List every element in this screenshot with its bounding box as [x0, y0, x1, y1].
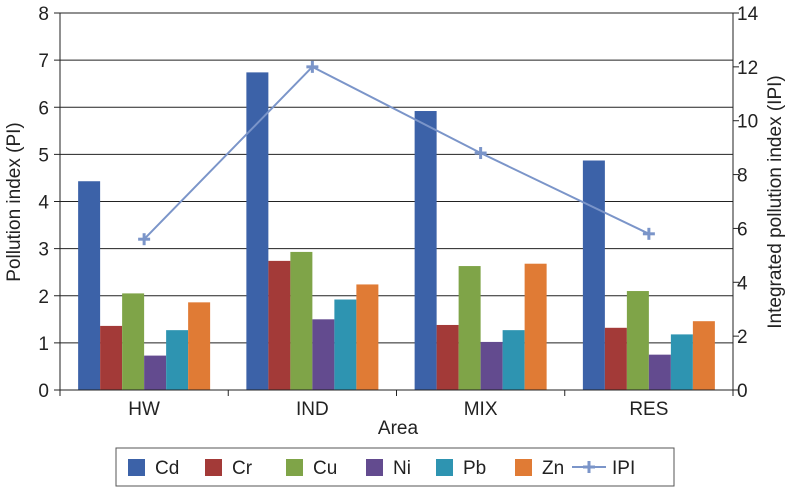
- bar-cu: [122, 293, 145, 390]
- bar-cd: [78, 181, 101, 390]
- y2-tick-label: 6: [737, 219, 748, 240]
- legend-label-cu: Cu: [313, 458, 337, 479]
- legend-label-cr: Cr: [232, 458, 253, 479]
- ipi-line: [143, 65, 650, 240]
- y-tick-label: 6: [38, 98, 49, 119]
- ipi-marker: [642, 227, 655, 240]
- x-tick-label: RES: [629, 399, 668, 420]
- y2-tick-label: 8: [737, 166, 748, 187]
- y-tick-label: 5: [38, 145, 49, 166]
- y-tick-label: 1: [38, 334, 49, 355]
- bar-pb: [670, 334, 693, 390]
- x-tick-label: MIX: [464, 399, 498, 420]
- legend-swatch-cr: [205, 459, 222, 476]
- legend-swatch-cu: [286, 459, 303, 476]
- ipi-marker: [306, 60, 319, 73]
- bar-pb: [166, 330, 189, 390]
- bar-zn: [188, 302, 211, 390]
- legend-label-pb: Pb: [463, 458, 486, 479]
- legend-swatch-ni: [366, 459, 383, 476]
- y-tick-label: 4: [38, 193, 49, 214]
- x-tick-label: IND: [296, 399, 329, 420]
- y-tick-label: 3: [38, 240, 49, 261]
- bar-cu: [290, 251, 313, 390]
- y-tick-label: 0: [38, 381, 49, 402]
- axes: [54, 12, 739, 396]
- legend-label-zn: Zn: [542, 458, 564, 479]
- y2-tick-label: 2: [737, 327, 748, 348]
- bar-ni: [480, 341, 503, 390]
- legend-label-cd: Cd: [155, 458, 179, 479]
- legend-swatch-zn: [515, 459, 532, 476]
- y2-tick-label: 10: [737, 112, 758, 133]
- legend-label-ipi: IPI: [612, 458, 635, 479]
- legend: Cd Cr Cu Ni Pb Zn IPI: [115, 447, 675, 487]
- bars: [78, 72, 715, 391]
- bar-pb: [334, 299, 357, 390]
- ipi-marker: [474, 147, 487, 160]
- x-tick-label: HW: [128, 399, 160, 420]
- y-axis-title: Pollution index (PI): [4, 122, 25, 281]
- bar-cu: [626, 291, 649, 390]
- legend-label-ni: Ni: [393, 458, 411, 479]
- x-axis-title: Area: [378, 418, 419, 439]
- bar-cu: [458, 266, 481, 390]
- bar-cr: [100, 325, 123, 390]
- bar-cr: [268, 260, 291, 390]
- bar-zn: [692, 321, 715, 390]
- y2-tick-label: 0: [737, 381, 748, 402]
- bar-ni: [144, 355, 167, 390]
- bar-pb: [502, 330, 525, 390]
- y-tick-label: 7: [38, 51, 49, 72]
- bar-cd: [246, 72, 269, 390]
- bar-cr: [604, 327, 627, 390]
- bar-cd: [414, 111, 437, 391]
- y2-axis-title: Integrated pollution index (IPI): [765, 75, 786, 329]
- y2-tick-label: 4: [737, 273, 748, 294]
- y-tick-label: 8: [38, 4, 49, 25]
- bar-cd: [582, 160, 605, 390]
- grid-lines: [60, 12, 733, 344]
- ipi-line-series: [138, 60, 655, 246]
- ipi-marker: [138, 233, 151, 246]
- y2-tick-label: 14: [737, 4, 759, 25]
- legend-swatch-cd: [128, 459, 145, 476]
- y-tick-label: 2: [38, 287, 49, 308]
- bar-cr: [436, 324, 459, 390]
- legend-swatch-pb: [436, 459, 453, 476]
- bar-zn: [524, 263, 547, 390]
- y2-tick-label: 12: [737, 58, 758, 79]
- bar-ni: [312, 319, 335, 390]
- bar-zn: [356, 284, 379, 390]
- bar-ni: [648, 354, 671, 390]
